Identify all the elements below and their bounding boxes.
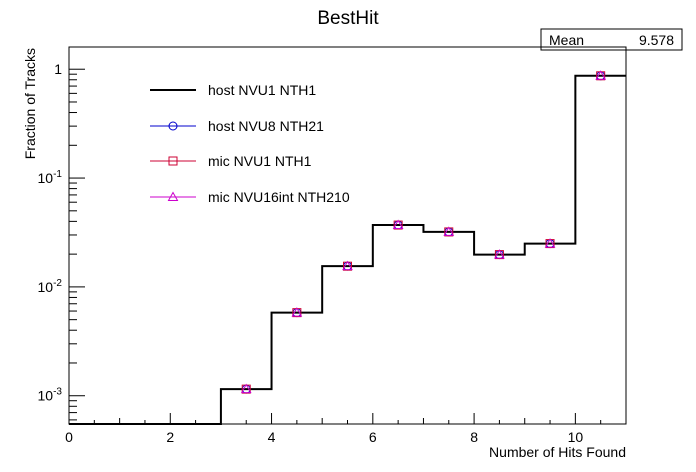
legend-marker-circle — [168, 121, 178, 131]
legend-label: mic NVU1 NTH1 — [208, 153, 312, 169]
data-point-triangle — [392, 219, 404, 230]
data-point-triangle — [342, 260, 353, 271]
data-point-triangle — [291, 307, 303, 317]
data-point-triangle — [595, 70, 607, 80]
x-tick-label: 4 — [268, 429, 276, 445]
data-point-triangle — [443, 226, 455, 236]
x-tick-label: 10 — [568, 429, 584, 445]
stats-box-frame — [540, 28, 683, 51]
legend-marker-triangle — [167, 191, 179, 201]
y-tick-label: 10-2 — [38, 278, 63, 295]
stats-mean-value: 9.578 — [639, 32, 674, 48]
chart-title: BestHit — [317, 8, 379, 29]
stats-box: Mean 9.578 — [540, 28, 683, 51]
data-point-triangle — [240, 383, 252, 394]
stats-mean-label: Mean — [549, 32, 584, 48]
y-tick-label: 1 — [54, 61, 62, 77]
x-tick-label: 8 — [470, 429, 478, 445]
plot-frame — [68, 46, 627, 425]
x-tick-label: 6 — [369, 429, 377, 445]
y-tick-label: 10-3 — [38, 387, 63, 404]
data-point-triangle — [494, 249, 505, 259]
y-axis-label: Fraction of Tracks — [22, 48, 38, 159]
legend-label: host NVU1 NTH1 — [208, 82, 316, 98]
y-tick-label: 10-1 — [38, 169, 63, 186]
legend-marker-square — [168, 156, 178, 166]
data-point-triangle — [544, 238, 556, 248]
series-line-host-nvu1 — [69, 74, 626, 425]
x-tick-label: 0 — [65, 429, 73, 445]
x-tick-label: 2 — [166, 429, 174, 445]
legend: host NVU1 NTH1 host NVU8 NTH21 mic NVU1 NT… — [150, 82, 350, 205]
x-axis-label: Number of Hits Found — [489, 444, 626, 460]
legend-label: mic NVU16int NTH210 — [208, 189, 350, 205]
legend-label: host NVU8 NTH21 — [208, 118, 324, 134]
